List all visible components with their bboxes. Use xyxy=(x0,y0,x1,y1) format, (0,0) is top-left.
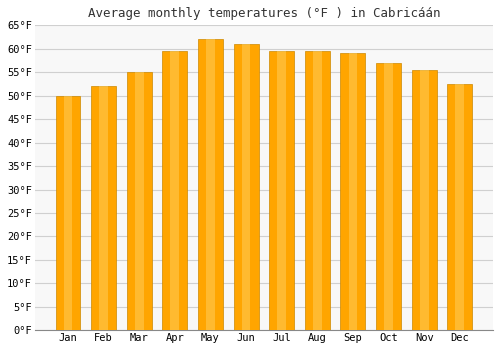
Bar xyxy=(135,72,143,330)
Bar xyxy=(305,51,330,330)
Bar xyxy=(234,44,258,330)
Bar xyxy=(91,86,116,330)
Bar xyxy=(420,70,428,330)
Bar xyxy=(313,51,322,330)
Bar xyxy=(127,72,152,330)
Bar xyxy=(269,51,294,330)
Bar xyxy=(100,86,108,330)
Bar xyxy=(348,54,358,330)
Bar xyxy=(456,84,464,330)
Bar xyxy=(162,51,188,330)
Title: Average monthly temperatures (°F ) in Cabricáán: Average monthly temperatures (°F ) in Ca… xyxy=(88,7,440,20)
Bar xyxy=(64,96,72,330)
Bar xyxy=(198,39,223,330)
Bar xyxy=(376,63,401,330)
Bar xyxy=(242,44,250,330)
Bar xyxy=(412,70,436,330)
Bar xyxy=(384,63,393,330)
Bar xyxy=(206,39,215,330)
Bar xyxy=(170,51,179,330)
Bar xyxy=(56,96,80,330)
Bar xyxy=(340,54,365,330)
Bar xyxy=(278,51,286,330)
Bar xyxy=(448,84,472,330)
